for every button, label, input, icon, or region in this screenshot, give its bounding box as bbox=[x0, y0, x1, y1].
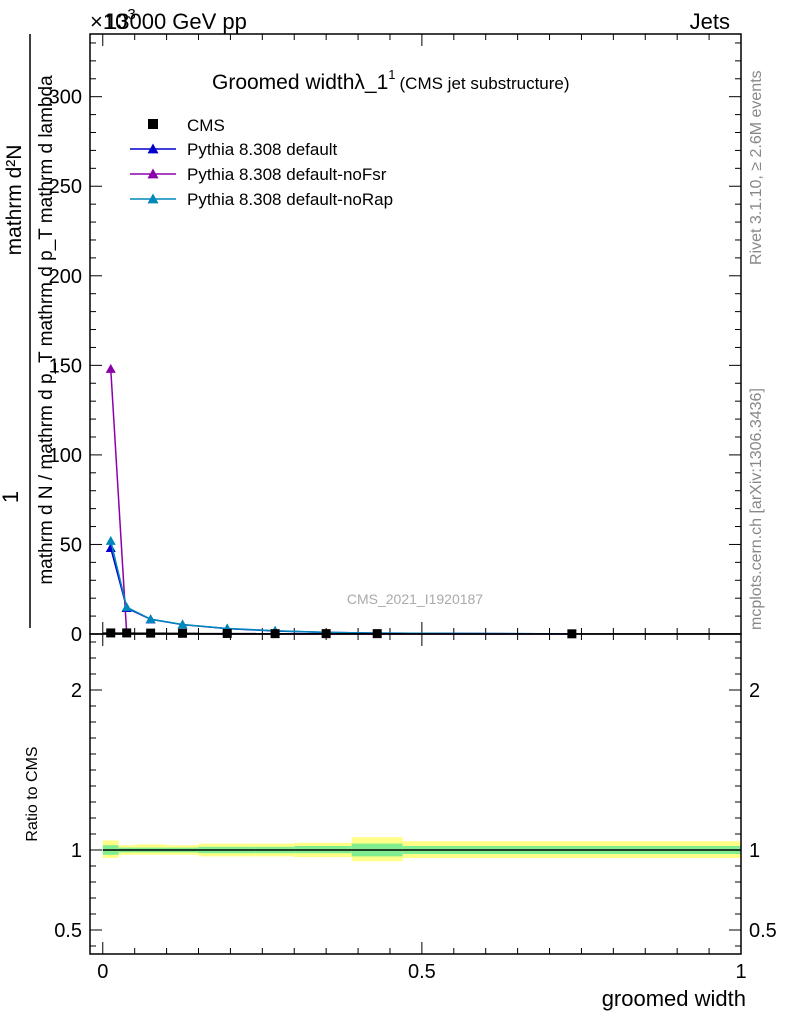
header-exponent-prefix: ×10 bbox=[90, 9, 127, 34]
main-y-ticks: 0 50 100 150 200 250 300 bbox=[49, 42, 741, 646]
x-tick-label: 0.5 bbox=[408, 961, 436, 983]
cms-marker bbox=[146, 628, 156, 638]
main-ylabel-top: 1 bbox=[0, 491, 23, 503]
main-y-tick-label: 150 bbox=[49, 355, 82, 377]
rivet-label: Rivet 3.1.10, ≥ 2.6M events bbox=[748, 70, 765, 265]
cms-marker bbox=[106, 628, 116, 638]
ratio-y-tick-label-left: 1 bbox=[71, 840, 82, 862]
chart-subtitle: (CMS jet substructure) bbox=[400, 74, 570, 93]
series-line bbox=[109, 368, 572, 635]
legend-marker bbox=[147, 193, 159, 204]
chart-title: Groomed widthλ_11 (CMS jet substructure) bbox=[212, 67, 570, 94]
x-tick-label: 1 bbox=[735, 961, 746, 983]
series-marker bbox=[105, 535, 116, 545]
ratio-y-tick-label-left: 0.5 bbox=[54, 920, 82, 942]
legend-marker bbox=[147, 143, 159, 154]
legend: CMS Pythia 8.308 default Pythia 8.308 defa… bbox=[130, 116, 393, 209]
series-marker bbox=[121, 602, 132, 612]
cms-marker bbox=[122, 628, 132, 638]
chart-title-main: Groomed widthλ_1 bbox=[212, 71, 388, 94]
ratio-y-tick-label-left: 2 bbox=[71, 680, 82, 702]
ratio-y-ticks: 0.5 0.5 1 1 2 2 bbox=[54, 641, 777, 947]
ratio-bands bbox=[102, 837, 741, 862]
main-y-tick-label: 200 bbox=[49, 266, 82, 288]
legend-marker bbox=[147, 168, 159, 179]
analysis-watermark: CMS_2021_I1920187 bbox=[347, 591, 483, 607]
ratio-y-tick-label-right: 0.5 bbox=[749, 920, 777, 942]
ratio-panel-frame bbox=[89, 633, 742, 955]
ratio-y-tick-label-right: 2 bbox=[749, 680, 760, 702]
mcplots-label: mcplots.cern.ch [arXiv:1306.3436] bbox=[748, 388, 765, 630]
ratio-x-ticks: 0 0.5 1 bbox=[97, 634, 747, 983]
series-marker bbox=[105, 363, 116, 373]
legend-marker-cms bbox=[148, 119, 158, 129]
ratio-y-tick-label-right: 1 bbox=[749, 840, 760, 862]
main-y-tick-label: 300 bbox=[49, 87, 82, 109]
main-y-tick-label: 100 bbox=[49, 445, 82, 467]
main-x-ticks bbox=[102, 34, 742, 634]
legend-label-cms: CMS bbox=[187, 116, 225, 135]
x-tick-label: 0 bbox=[97, 961, 108, 983]
series-marker bbox=[145, 614, 156, 624]
ratio-ylabel: Ratio to CMS bbox=[24, 746, 41, 841]
main-y-tick-label: 250 bbox=[49, 176, 82, 198]
main-y-tick-label: 0 bbox=[71, 624, 82, 646]
header-left: 13000 GeV pp bbox=[105, 9, 247, 34]
legend-label: Pythia 8.308 default-noRap bbox=[187, 190, 393, 209]
main-y-tick-label: 50 bbox=[60, 534, 82, 556]
x-axis-label: groomed width bbox=[602, 986, 746, 1011]
chart-title-sup: 1 bbox=[388, 67, 395, 82]
legend-label: Pythia 8.308 default bbox=[187, 140, 338, 159]
header-right: Jets bbox=[690, 9, 730, 34]
header-exponent: ×103 bbox=[90, 6, 136, 34]
series-marker bbox=[177, 619, 188, 629]
header-exponent-power: 3 bbox=[127, 6, 135, 23]
series-line bbox=[110, 540, 572, 635]
legend-label: Pythia 8.308 default-noFsr bbox=[187, 165, 387, 184]
main-ylabel-denominator: mathrm d N / mathrm d p_T mathrm d p_T m… bbox=[36, 75, 57, 585]
main-ylabel-numerator: mathrm d²N bbox=[3, 145, 26, 256]
main-series-lines bbox=[105, 363, 572, 635]
series-line bbox=[110, 547, 572, 635]
